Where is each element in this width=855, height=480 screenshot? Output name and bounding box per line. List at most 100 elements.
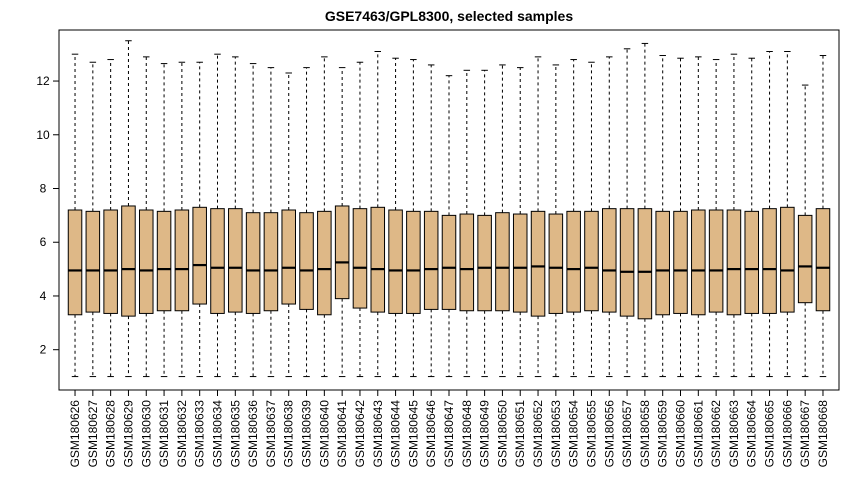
x-tick-label: GSM180653 [549, 400, 563, 468]
box-iqr [317, 210, 332, 316]
y-tick-label: 4 [40, 289, 47, 303]
x-tick-label: GSM180663 [727, 400, 741, 468]
box-iqr [370, 206, 386, 313]
box-GSM180660 [673, 57, 688, 378]
box-GSM180636 [245, 63, 261, 378]
x-tick-label: GSM180627 [86, 400, 100, 468]
x-tick-label: GSM180634 [210, 400, 224, 468]
x-tick-label: GSM180637 [264, 400, 278, 468]
x-tick-label: GSM180648 [460, 400, 474, 468]
box-iqr [388, 209, 403, 314]
box-GSM180630 [138, 56, 154, 378]
box-iqr [548, 213, 564, 314]
x-tick-label: GSM180636 [246, 400, 260, 468]
box-GSM180649 [477, 69, 492, 378]
x-tick-label: GSM180650 [495, 400, 509, 468]
box-GSM180644 [388, 57, 403, 378]
box-GSM180662 [708, 59, 724, 378]
box-GSM180643 [370, 50, 386, 378]
box-iqr [708, 209, 724, 313]
x-tick-label: GSM180628 [104, 400, 118, 468]
box-GSM180664 [744, 57, 760, 378]
x-tick-label: GSM180629 [121, 400, 135, 468]
box-GSM180629 [121, 40, 136, 378]
x-tick-label: GSM180652 [531, 400, 545, 468]
box-GSM180637 [263, 67, 279, 378]
x-tick-label: GSM180668 [816, 400, 830, 468]
x-tick-label: GSM180665 [763, 400, 777, 468]
x-tick-label: GSM180646 [424, 400, 438, 468]
x-tick-label: GSM180658 [638, 400, 652, 468]
box-iqr [815, 208, 831, 312]
y-axis: 2 4 6 8 10 12 [36, 74, 59, 357]
box-iqr [797, 214, 813, 304]
x-tick-label: GSM180666 [780, 400, 794, 468]
box-GSM180645 [406, 59, 421, 378]
box-iqr [441, 214, 457, 310]
box-iqr [459, 213, 475, 312]
x-tick-label: GSM180640 [317, 400, 331, 468]
box-GSM180658 [637, 42, 653, 378]
box-iqr [780, 206, 795, 313]
x-axis: GSM180626 GSM180627 GSM180628 GSM180629 GSM1… [68, 390, 830, 467]
y-tick-label: 12 [36, 74, 50, 88]
box-GSM180646 [423, 64, 439, 378]
box-GSM180626 [67, 53, 83, 378]
x-tick-label: GSM180667 [798, 400, 812, 468]
box-iqr [138, 209, 154, 314]
box-iqr [512, 213, 528, 313]
box-iqr [210, 208, 225, 314]
y-tick-label: 2 [40, 343, 47, 357]
box-GSM180657 [619, 48, 635, 378]
x-tick-label: GSM180643 [371, 400, 385, 468]
box-iqr [423, 210, 439, 310]
box-GSM180628 [103, 59, 118, 378]
x-tick-label: GSM180630 [139, 400, 153, 468]
box-GSM180640 [317, 56, 332, 378]
x-tick-label: GSM180626 [68, 400, 82, 468]
x-tick-label: GSM180642 [353, 400, 367, 468]
y-tick-label: 10 [36, 128, 50, 142]
box-iqr [726, 209, 742, 316]
x-tick-label: GSM180631 [157, 400, 171, 468]
box-iqr [655, 210, 670, 316]
box-iqr [352, 208, 368, 309]
box-GSM180653 [548, 64, 564, 378]
box-series [67, 40, 831, 378]
chart-title: GSE7463/GPL8300, selected samples [325, 8, 573, 24]
box-GSM180652 [530, 56, 546, 378]
box-iqr [637, 208, 653, 320]
box-GSM180668 [815, 55, 831, 378]
box-GSM180632 [174, 61, 190, 378]
box-iqr [762, 208, 777, 314]
box-GSM180631 [156, 63, 172, 378]
box-iqr [566, 210, 581, 313]
box-iqr [121, 205, 136, 317]
box-GSM180665 [762, 50, 777, 378]
x-tick-label: GSM180649 [478, 400, 492, 468]
x-tick-label: GSM180661 [691, 400, 705, 468]
box-iqr [156, 210, 172, 312]
box-iqr [299, 212, 314, 310]
box-GSM180651 [512, 67, 528, 378]
y-tick-label: 6 [40, 235, 47, 249]
x-tick-label: GSM180660 [674, 400, 688, 468]
box-iqr [245, 212, 261, 314]
box-iqr [192, 206, 207, 305]
box-GSM180647 [441, 75, 457, 378]
box-iqr [602, 208, 617, 313]
x-tick-label: GSM180651 [513, 400, 527, 468]
x-tick-label: GSM180664 [745, 400, 759, 468]
box-iqr [334, 205, 350, 300]
x-tick-label: GSM180635 [228, 400, 242, 468]
box-iqr [228, 208, 243, 313]
box-iqr [530, 210, 546, 317]
box-GSM180654 [566, 59, 581, 378]
x-tick-label: GSM180659 [656, 400, 670, 468]
x-tick-label: GSM180633 [193, 400, 207, 468]
x-tick-label: GSM180647 [442, 400, 456, 468]
box-iqr [103, 209, 118, 314]
box-GSM180648 [459, 69, 475, 378]
box-iqr [673, 210, 688, 314]
